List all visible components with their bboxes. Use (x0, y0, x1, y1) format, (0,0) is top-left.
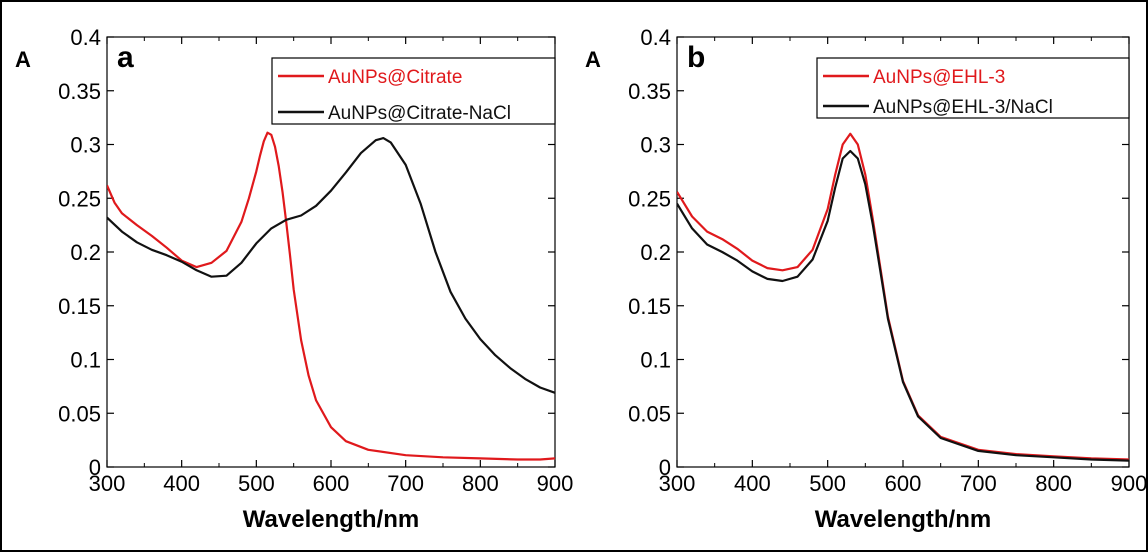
x-tick-label: 500 (238, 471, 275, 496)
y-tick-label: 0 (89, 455, 101, 480)
y-tick-label: 0.35 (58, 79, 101, 104)
legend-label: AuNPs@Citrate-NaCl (328, 103, 511, 124)
x-tick-label: 300 (89, 471, 126, 496)
y-axis-title: A (15, 47, 31, 72)
x-tick-label: 800 (462, 471, 499, 496)
series-line-1 (677, 132, 1129, 461)
y-tick-label: 0.2 (640, 240, 671, 265)
y-tick-label: 0.2 (70, 240, 101, 265)
x-tick-label: 700 (387, 471, 424, 496)
legend-label: AuNPs@Citrate (328, 67, 462, 88)
y-tick-label: 0.25 (58, 186, 101, 211)
x-tick-label: 800 (1035, 471, 1072, 496)
x-axis-title: Wavelength/nm (815, 506, 991, 533)
x-tick-label: 700 (960, 471, 997, 496)
y-tick-label: 0.05 (628, 401, 671, 426)
legend-label: AuNPs@EHL-3 (873, 67, 1005, 88)
y-tick-label: 0.4 (70, 25, 101, 50)
x-tick-label: 500 (809, 471, 846, 496)
x-tick-label: 300 (659, 471, 696, 496)
y-tick-label: 0.15 (58, 294, 101, 319)
y-tick-label: 0.4 (640, 25, 671, 50)
x-tick-label: 400 (734, 471, 771, 496)
y-tick-label: 0.1 (640, 348, 671, 373)
y-tick-label: 0.3 (640, 133, 671, 158)
x-tick-label: 900 (537, 471, 574, 496)
y-tick-label: 0 (659, 455, 671, 480)
legend-label: AuNPs@EHL-3/NaCl (873, 97, 1053, 118)
x-tick-label: 600 (885, 471, 922, 496)
panel-letter: a (117, 41, 134, 74)
x-tick-label: 900 (1111, 471, 1146, 496)
y-tick-label: 0.15 (628, 294, 671, 319)
x-axis-title: Wavelength/nm (243, 506, 419, 533)
y-tick-label: 0.1 (70, 348, 101, 373)
panel-a: 300 400 500 600 700 800 900 0 0.05 0.1 0.15 0.2 0.25… (15, 25, 573, 533)
panel-letter: b (687, 41, 705, 74)
y-tick-label: 0.35 (628, 79, 671, 104)
x-tick-label: 600 (313, 471, 350, 496)
legend-box (816, 57, 1130, 119)
y-tick-label: 0.05 (58, 401, 101, 426)
y-tick-label: 0.3 (70, 133, 101, 158)
panel-b: 300 400 500 600 700 800 900 0 0.05 0.1 0.15 0.2 0.25… (585, 25, 1147, 533)
legend: AuNPs@EHL-3 AuNPs@EHL-3/NaCl (816, 57, 1130, 119)
series-line-2 (107, 137, 555, 394)
x-tick-label: 400 (163, 471, 200, 496)
series-line-2 (677, 149, 1129, 462)
y-tick-label: 0.25 (628, 186, 671, 211)
y-axis-title: A (585, 47, 601, 72)
series-line-1 (107, 131, 555, 461)
legend: AuNPs@Citrate AuNPs@Citrate-NaCl (271, 57, 556, 125)
